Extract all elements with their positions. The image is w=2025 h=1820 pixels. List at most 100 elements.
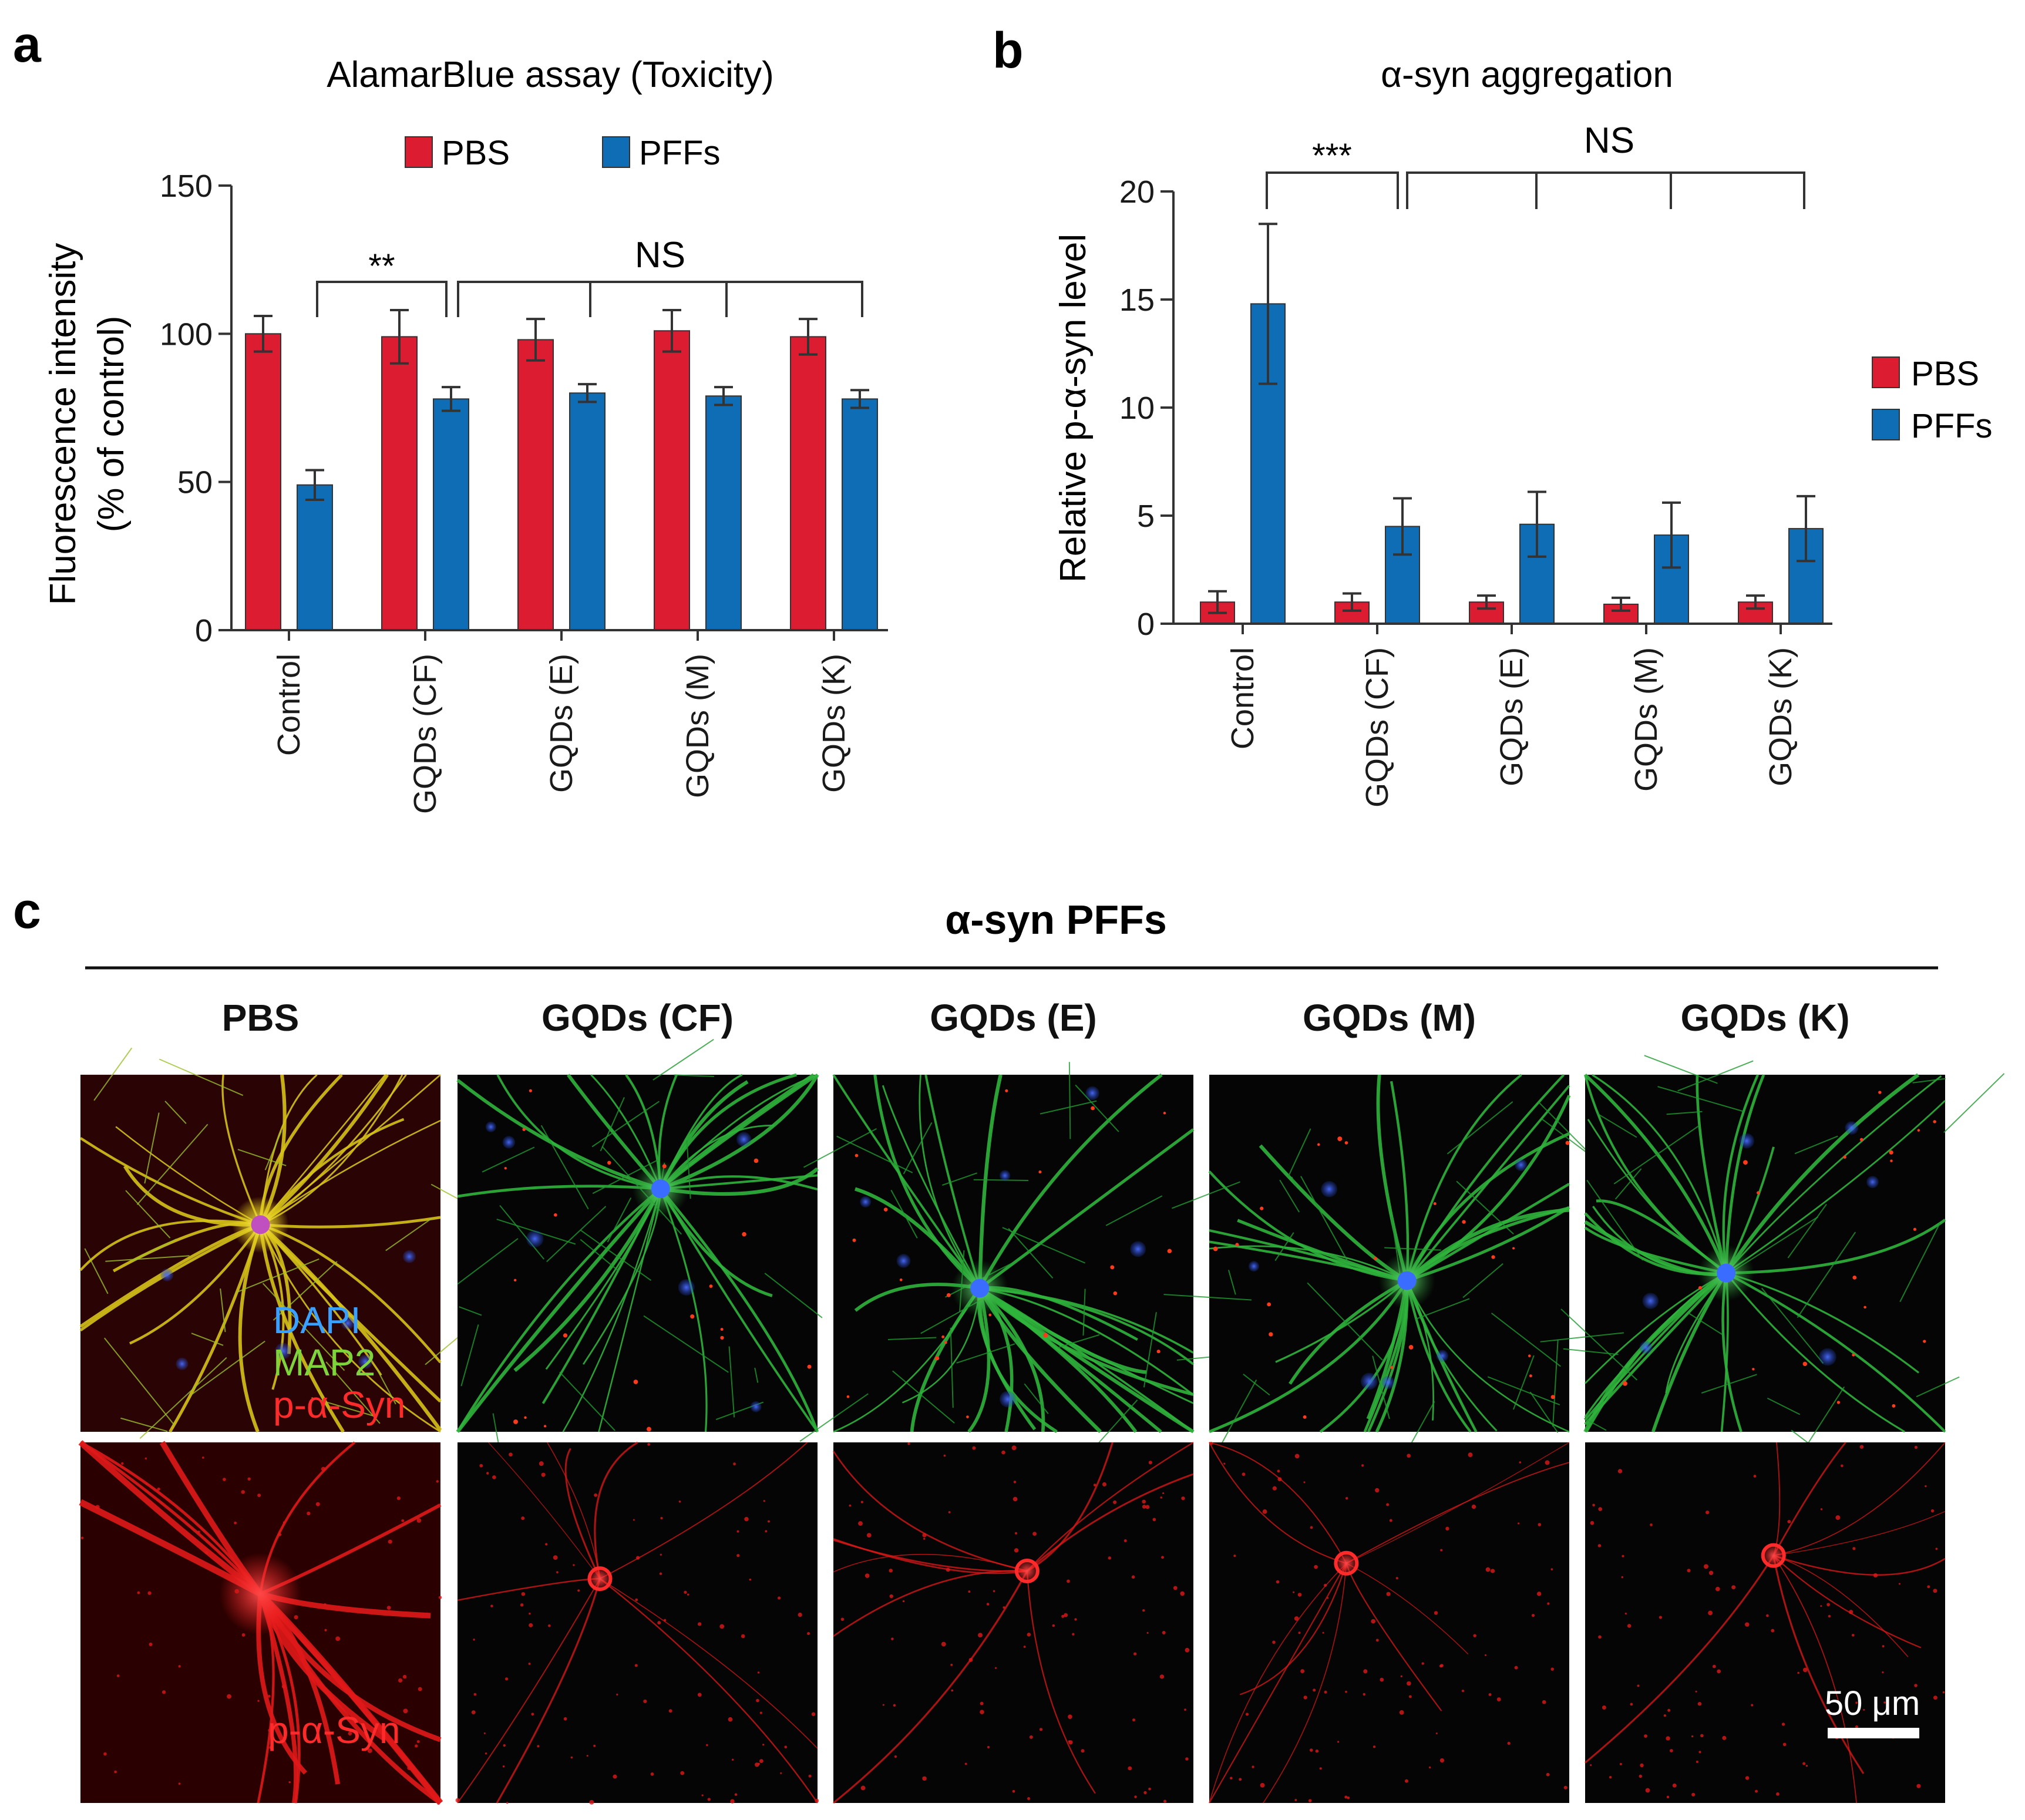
- p-syn-punctum: [1708, 1570, 1714, 1575]
- neurite: [457, 1578, 601, 1804]
- fine-neurite: [1583, 1418, 1607, 1431]
- neurite: [1405, 1074, 1522, 1281]
- p-syn-punctum: [1781, 1723, 1785, 1726]
- fine-neurite: [460, 1324, 479, 1387]
- p-syn-punctum: [504, 1677, 509, 1681]
- p-syn-punctum: [762, 1744, 765, 1746]
- chart-a-category-label-gqds-cf: GQDs (CF): [408, 654, 443, 814]
- p-syn-punctum: [840, 1617, 845, 1621]
- fine-neurite: [125, 1190, 171, 1239]
- p-syn-punctum: [756, 1698, 759, 1703]
- p-syn-punctum: [1565, 1141, 1570, 1145]
- p-syn-punctum: [1619, 1762, 1622, 1765]
- p-syn-punctum: [1590, 1520, 1595, 1525]
- p-syn-punctum: [1650, 1523, 1653, 1526]
- p-syn-punctum: [1260, 1206, 1264, 1210]
- p-syn-punctum: [1003, 1606, 1005, 1609]
- p-syn-punctum: [1691, 1792, 1696, 1797]
- chart-a-ylabel-line2: (% of control): [91, 316, 132, 533]
- p-syn-punctum: [1696, 1760, 1698, 1763]
- cell-nucleus: [970, 1279, 990, 1298]
- p-syn-punctum: [1297, 1593, 1302, 1597]
- p-syn-punctum: [1361, 1464, 1364, 1467]
- p-syn-punctum: [922, 1776, 927, 1781]
- p-syn-punctum: [1005, 1089, 1008, 1092]
- neurite: [598, 1188, 661, 1432]
- p-syn-punctum: [1542, 1700, 1546, 1704]
- p-syn-tile-gqds-k: [1585, 1442, 1946, 1804]
- p-syn-tile-gqds-cf: [455, 1441, 819, 1805]
- p-syn-punctum: [324, 1629, 327, 1631]
- chart-a-significance-brackets: [316, 281, 863, 317]
- p-syn-punctum: [1592, 1503, 1595, 1507]
- p-syn-punctum: [1624, 1612, 1627, 1615]
- fine-neurite: [1415, 1298, 1470, 1320]
- p-syn-punctum: [1757, 1191, 1760, 1195]
- p-syn-punctum: [678, 1500, 681, 1503]
- neurite: [1584, 1073, 1728, 1274]
- p-syn-punctum: [1303, 1695, 1307, 1700]
- column-header-gqds-k: GQDs (K): [1681, 997, 1850, 1039]
- p-syn-punctum: [798, 1612, 802, 1617]
- p-syn-punctum: [1927, 1585, 1930, 1589]
- chart-a-bar-pbs-gqds-e: [517, 339, 554, 631]
- p-syn-punctum: [1123, 1539, 1127, 1543]
- chart-a-ylabel-line1: Fluorescence intensity: [43, 243, 83, 605]
- p-syn-tile-pbs: [78, 1440, 443, 1805]
- p-syn-punctum: [386, 1606, 391, 1610]
- p-syn-punctum: [1404, 1779, 1408, 1783]
- nucleus: [1381, 1375, 1395, 1389]
- p-syn-punctum: [202, 1456, 204, 1459]
- p-syn-punctum: [1012, 1789, 1015, 1793]
- neurite: [1209, 1442, 1347, 1564]
- p-syn-punctum: [744, 1516, 749, 1522]
- p-syn-punctum: [1108, 1556, 1112, 1560]
- nucleus: [678, 1279, 695, 1296]
- p-syn-punctum: [543, 1425, 547, 1428]
- chart-a-bar-pbs-gqds-cf: [381, 336, 418, 631]
- nucleus: [1000, 1391, 1016, 1408]
- p-syn-punctum: [1337, 1136, 1343, 1142]
- neurite: [660, 1188, 819, 1433]
- chart-a-sig-label: **: [368, 247, 395, 285]
- p-syn-punctum: [388, 1539, 392, 1544]
- fine-neurite: [325, 1361, 381, 1424]
- chart-b-sig-label: ***: [1312, 137, 1352, 175]
- nucleus: [1515, 1159, 1528, 1171]
- neurite: [1725, 1272, 1905, 1433]
- neurite: [1027, 1442, 1114, 1572]
- merge-tile-gqds-k: [1540, 1055, 2005, 1485]
- p-syn-punctum: [1898, 1583, 1900, 1585]
- p-syn-punctum: [1490, 1569, 1495, 1573]
- p-syn-punctum: [367, 1748, 372, 1753]
- nucleus: [896, 1254, 911, 1268]
- p-syn-punctum: [1766, 1614, 1769, 1617]
- nucleus: [160, 1268, 174, 1281]
- p-syn-punctum: [1252, 1765, 1254, 1768]
- neurite: [1773, 1511, 1946, 1556]
- chart-b-ylabel: Relative p-α-syn level: [1053, 234, 1094, 583]
- chart-b-category-label-gqds-k: GQDs (K): [1763, 647, 1798, 786]
- chart-a-bar-pffs-gqds-m: [705, 395, 742, 631]
- p-syn-punctum: [741, 1634, 745, 1639]
- p-syn-punctum: [657, 1621, 661, 1625]
- p-syn-punctum: [1704, 1564, 1708, 1569]
- p-syn-punctum: [436, 1480, 439, 1483]
- chart-a-ytick-label: 0: [195, 613, 213, 648]
- fine-neurite: [1218, 1380, 1257, 1449]
- fine-neurite: [459, 1306, 482, 1316]
- p-syn-punctum: [396, 1496, 401, 1501]
- p-syn-punctum: [889, 1569, 893, 1573]
- p-syn-punctum: [541, 1472, 546, 1477]
- fine-neurite: [1540, 1332, 1624, 1343]
- p-syn-punctum: [634, 1664, 638, 1667]
- p-syn-punctum: [1001, 1450, 1005, 1455]
- p-syn-punctum: [1012, 1496, 1018, 1502]
- p-syn-punctum: [944, 1341, 947, 1344]
- p-syn-punctum: [1468, 1452, 1473, 1458]
- chart-a-category-label-gqds-k: GQDs (K): [816, 654, 852, 793]
- fine-neurite: [1808, 1386, 1845, 1444]
- p-syn-punctum: [1309, 1748, 1313, 1752]
- p-syn-punctum: [994, 1667, 997, 1669]
- p-syn-punctum: [987, 1745, 990, 1748]
